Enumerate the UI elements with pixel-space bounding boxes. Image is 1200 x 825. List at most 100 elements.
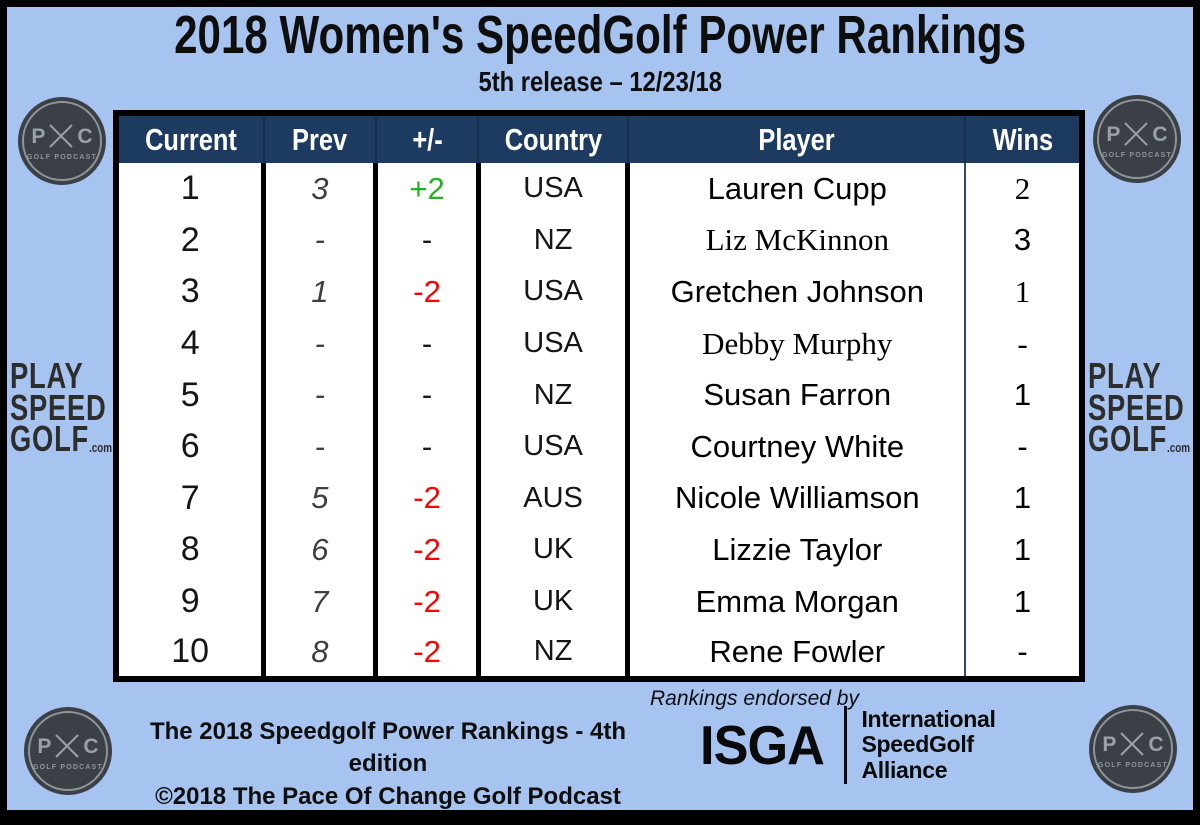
cell-previous-rank: 7 bbox=[263, 575, 379, 628]
cell-previous-rank: - bbox=[263, 317, 379, 370]
table-row: 8 6 -2 UK Lizzie Taylor 1 bbox=[116, 524, 1082, 576]
psg-line-golf: GOLF bbox=[10, 418, 90, 460]
cell-previous-rank: 1 bbox=[263, 266, 379, 318]
cell-wins: 3 bbox=[1013, 222, 1032, 258]
alliance-line-1: International bbox=[861, 706, 996, 733]
header-change: +/- bbox=[375, 113, 480, 163]
cell-previous-rank: - bbox=[263, 369, 379, 421]
cell-country: UK bbox=[478, 524, 631, 576]
cell-previous-rank: 5 bbox=[263, 472, 379, 525]
alliance-line-2: SpeedGolf bbox=[861, 731, 974, 758]
cell-wins: - bbox=[1017, 428, 1028, 464]
cell-rank-change: -2 bbox=[375, 472, 481, 525]
playspeedgolf-logo-right: PLAY SPEED GOLF .com bbox=[1088, 355, 1192, 460]
cell-country: UK bbox=[478, 575, 631, 628]
badge-ring bbox=[1097, 99, 1177, 179]
cell-player-name: Lauren Cupp bbox=[627, 163, 967, 215]
cell-player-name: Liz McKinnon bbox=[627, 214, 967, 267]
cell-country: USA bbox=[478, 317, 631, 370]
footer-edition-line: The 2018 Speedgolf Power Rankings - 4th … bbox=[149, 718, 627, 778]
badge-ring bbox=[28, 711, 108, 791]
psg-line-speed: SPEED bbox=[1088, 386, 1185, 428]
cell-current-rank: 10 bbox=[116, 627, 267, 679]
psg-line-golf: GOLF bbox=[1088, 418, 1168, 460]
cell-wins: 1 bbox=[1014, 273, 1031, 309]
cell-rank-change: -2 bbox=[375, 266, 481, 318]
cell-rank-change: - bbox=[375, 369, 481, 421]
cell-country: NZ bbox=[478, 627, 631, 679]
cell-current-rank: 7 bbox=[116, 472, 267, 525]
cell-country: AUS bbox=[478, 472, 631, 525]
cell-current-rank: 9 bbox=[116, 575, 267, 628]
cell-previous-rank: 8 bbox=[263, 627, 379, 679]
cell-player-name: Courtney White bbox=[627, 420, 967, 473]
table-row: 6 - - USA Courtney White - bbox=[116, 420, 1082, 473]
cell-country: NZ bbox=[478, 214, 631, 267]
release-subtitle: 5th release – 12/23/18 bbox=[478, 66, 722, 97]
table-row: 7 5 -2 AUS Nicole Williamson 1 bbox=[116, 472, 1082, 525]
cell-country: USA bbox=[478, 420, 631, 473]
cell-current-rank: 5 bbox=[116, 369, 267, 421]
table-row: 4 - - USA Debby Murphy - bbox=[116, 317, 1082, 370]
psg-line-play: PLAY bbox=[10, 355, 84, 396]
psg-com-suffix: .com bbox=[89, 439, 113, 455]
cell-player-name: Emma Morgan bbox=[627, 575, 967, 628]
cell-rank-change: - bbox=[375, 214, 481, 267]
cell-wins: - bbox=[1017, 325, 1028, 361]
cell-rank-change: -2 bbox=[375, 575, 481, 628]
cell-wins: - bbox=[1017, 633, 1028, 669]
cell-player-name: Gretchen Johnson bbox=[627, 266, 967, 318]
cell-wins: 1 bbox=[1013, 583, 1032, 619]
footer-copyright-line: ©2018 The Pace Of Change Golf Podcast bbox=[155, 782, 621, 810]
table-row: 1 3 +2 USA Lauren Cupp 2 bbox=[116, 163, 1082, 215]
endorsed-by-label: Rankings endorsed by bbox=[650, 687, 859, 710]
header-current: Current bbox=[116, 113, 265, 163]
cell-wins: 2 bbox=[1014, 170, 1031, 206]
cell-current-rank: 6 bbox=[116, 420, 267, 473]
podcast-badge-bottom-left: P C GOLF PODCAST bbox=[24, 707, 112, 795]
cell-player-name: Susan Farron bbox=[627, 369, 967, 421]
psg-line-play: PLAY bbox=[1088, 355, 1162, 396]
table-row: 10 8 -2 NZ Rene Fowler - bbox=[116, 627, 1082, 679]
playspeedgolf-logo-left: PLAY SPEED GOLF .com bbox=[10, 355, 114, 460]
psg-line-speed: SPEED bbox=[10, 386, 107, 428]
cell-previous-rank: 3 bbox=[263, 163, 379, 215]
isga-wordmark: ISGA bbox=[700, 713, 825, 776]
rankings-table: Current Prev +/- Country Player Wins 1 3… bbox=[113, 110, 1085, 682]
badge-ring bbox=[22, 101, 102, 181]
table-row: 5 - - NZ Susan Farron 1 bbox=[116, 369, 1082, 421]
header-player: Player bbox=[627, 113, 967, 163]
cell-rank-change: -2 bbox=[375, 524, 481, 576]
cell-player-name: Debby Murphy bbox=[627, 317, 967, 370]
header-wins: Wins bbox=[965, 113, 1082, 163]
cell-wins: 1 bbox=[1013, 531, 1032, 567]
table-row: 9 7 -2 UK Emma Morgan 1 bbox=[116, 575, 1082, 628]
cell-rank-change: +2 bbox=[375, 163, 481, 215]
header-country: Country bbox=[478, 113, 629, 163]
badge-ring bbox=[1093, 709, 1173, 789]
cell-rank-change: - bbox=[375, 317, 481, 370]
cell-rank-change: -2 bbox=[375, 627, 481, 679]
cell-previous-rank: - bbox=[263, 420, 379, 473]
isga-divider bbox=[844, 706, 848, 784]
cell-rank-change: - bbox=[375, 420, 481, 473]
podcast-badge-top-right: P C GOLF PODCAST bbox=[1093, 95, 1181, 183]
isga-logo: ISGA International SpeedGolf Alliance bbox=[700, 706, 996, 784]
header-prev: Prev bbox=[263, 113, 377, 163]
cell-country: NZ bbox=[478, 369, 631, 421]
cell-country: USA bbox=[478, 266, 631, 318]
footer-credits: The 2018 Speedgolf Power Rankings - 4th … bbox=[118, 716, 658, 813]
cell-previous-rank: 6 bbox=[263, 524, 379, 576]
table-row: 2 - - NZ Liz McKinnon 3 bbox=[116, 214, 1082, 267]
psg-com-suffix: .com bbox=[1167, 439, 1191, 455]
podcast-badge-top-left: P C GOLF PODCAST bbox=[18, 97, 106, 185]
cell-wins: 1 bbox=[1013, 377, 1032, 413]
cell-wins: 1 bbox=[1013, 480, 1032, 516]
table-header: Current Prev +/- Country Player Wins bbox=[116, 113, 1082, 163]
cell-player-name: Rene Fowler bbox=[627, 627, 967, 679]
cell-previous-rank: - bbox=[263, 214, 379, 267]
cell-current-rank: 1 bbox=[116, 163, 267, 215]
table-row: 3 1 -2 USA Gretchen Johnson 1 bbox=[116, 266, 1082, 318]
cell-player-name: Lizzie Taylor bbox=[627, 524, 967, 576]
